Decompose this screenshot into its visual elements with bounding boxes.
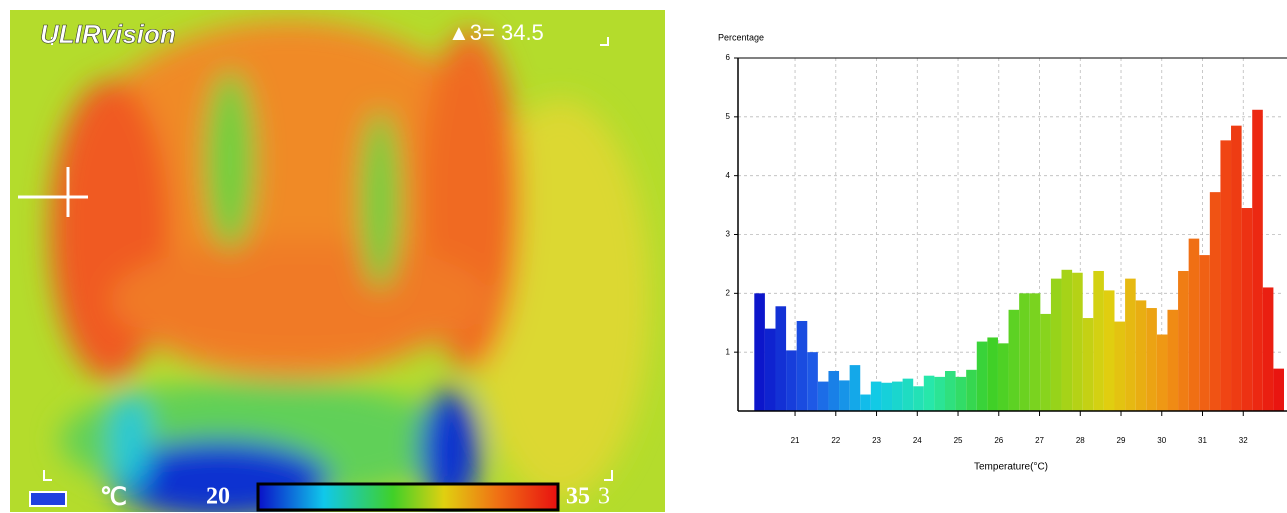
bar: [1220, 140, 1232, 411]
bar: [860, 394, 871, 411]
bar: [955, 376, 967, 411]
y-tick-label: 1: [726, 347, 731, 356]
y-tick-label: 2: [726, 288, 731, 297]
x-tick-label: 30: [1157, 436, 1166, 445]
color-scale: [256, 482, 560, 512]
bar: [839, 380, 850, 411]
y-axis-label: Percentage: [718, 32, 764, 42]
y-tick-label: 3: [726, 230, 731, 239]
thermal-image: ULIRvision ▲3= 34.5 ℃ 20 35 3: [10, 10, 665, 512]
x-tick-label: 29: [1117, 436, 1126, 445]
bar: [997, 343, 1009, 411]
bar: [796, 320, 808, 411]
bar: [1103, 290, 1115, 411]
bar: [944, 370, 956, 411]
bar: [1082, 318, 1094, 411]
bar: [1050, 278, 1062, 411]
bar: [987, 337, 998, 411]
bar: [913, 386, 924, 411]
bar: [817, 381, 829, 411]
bar: [1156, 334, 1168, 411]
bar: [1040, 313, 1051, 411]
scale-min: 20: [206, 484, 230, 510]
bar: [1135, 300, 1147, 411]
scale-max: 35: [566, 484, 590, 510]
bar: [775, 306, 787, 411]
readout: ▲3= 34.5: [448, 20, 544, 45]
corner-mark: 3: [598, 484, 610, 510]
bar: [1093, 270, 1104, 411]
unit: ℃: [100, 483, 127, 510]
bar: [754, 293, 765, 411]
x-tick-label: 21: [791, 436, 800, 445]
x-tick-label: 27: [1035, 436, 1044, 445]
bar: [1209, 192, 1221, 411]
bar: [1019, 293, 1030, 411]
crosshair: [18, 167, 88, 217]
bar: [1178, 270, 1189, 411]
bar: [1029, 293, 1041, 411]
bar: [786, 350, 797, 411]
bar: [1231, 125, 1242, 412]
bar: [892, 381, 903, 411]
bar: [1008, 309, 1020, 411]
bar: [1146, 308, 1157, 411]
bar: [966, 369, 977, 411]
x-tick-label: 25: [954, 436, 963, 445]
bar: [976, 341, 988, 411]
x-tick-label: 26: [994, 436, 1003, 445]
bar: [1188, 238, 1200, 411]
bar: [870, 381, 882, 411]
x-tick-label: 32: [1239, 436, 1248, 445]
x-tick-label: 28: [1076, 436, 1085, 445]
bar: [1273, 368, 1284, 411]
bar: [1167, 309, 1179, 411]
brand: ULIRvision: [40, 19, 176, 49]
bar: [1114, 321, 1126, 411]
bar: [849, 365, 861, 411]
bar: [923, 375, 935, 411]
bar: [807, 352, 818, 411]
y-tick-label: 4: [726, 171, 731, 180]
x-axis-label: Temperature(°C): [974, 462, 1048, 473]
x-tick-label: 31: [1198, 436, 1207, 445]
battery-icon: [29, 491, 67, 507]
bar: [764, 328, 776, 411]
bar: [1241, 208, 1253, 411]
bar: [828, 370, 840, 411]
bar: [1061, 269, 1073, 411]
bar: [902, 378, 914, 411]
bar: [934, 376, 945, 411]
x-tick-label: 22: [831, 436, 840, 445]
bar: [1072, 272, 1083, 411]
y-tick-label: 5: [726, 112, 731, 121]
bar: [1125, 278, 1136, 411]
bar: [881, 382, 893, 411]
bar: [1199, 255, 1210, 411]
x-tick-label: 23: [872, 436, 881, 445]
y-tick-label: 6: [726, 53, 731, 62]
x-tick-label: 24: [913, 436, 922, 445]
bar: [1262, 287, 1274, 411]
bar: [1252, 109, 1263, 412]
corner-marks: [43, 37, 613, 481]
